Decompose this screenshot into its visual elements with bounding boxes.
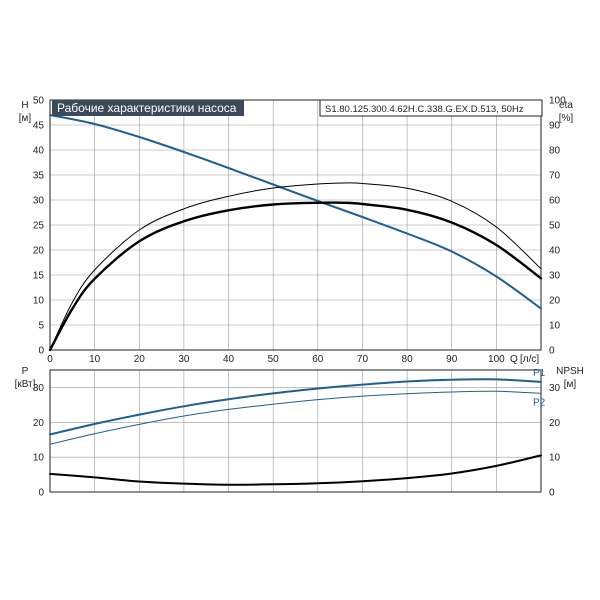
y-tick-right: 70 [549,171,561,182]
y-tick-left: 10 [33,296,45,307]
y-tick-left: 0 [38,346,44,357]
y-tick-left: 35 [33,171,45,182]
y-tick-right: 0 [549,488,555,499]
x-tick: 100 [488,354,505,365]
y-axis-right-label: eta [559,100,573,111]
x-tick: 10 [89,354,101,365]
series-line-1 [49,378,542,436]
series-line-2 [49,390,542,445]
chart-title-box [52,100,244,116]
x-tick: 30 [178,354,190,365]
plot-frame [49,369,542,493]
y-tick-right: 60 [549,196,561,207]
y-axis-right-label: NPSH [556,366,584,377]
y-tick-right: 30 [549,271,561,282]
y-tick-left: 45 [33,121,45,132]
y-tick-right: 10 [549,453,561,464]
y-tick-right: 20 [549,418,561,429]
series-line-3 [49,454,542,486]
y-axis-left-unit: [м] [19,113,32,124]
power-npsh-plot: 0 10 20 30 0 10 20 30 P [кВт] NPSH [м] P1 P2 [15,366,584,499]
x-axis-unit: [л/с] [520,354,539,365]
x-tick: 20 [134,354,146,365]
chart-title: Рабочие характеристики насоса [57,101,237,115]
x-tick: 80 [402,354,414,365]
plot-frame [49,99,542,351]
y-tick-left: 20 [33,246,45,257]
x-tick: 90 [446,354,458,365]
x-axis-label: Q [510,354,518,365]
y-tick-left: 40 [33,146,45,157]
y-tick-right: 80 [549,146,561,157]
y-tick-right: 40 [549,246,561,257]
series-line-1 [49,114,542,310]
y-tick-left: 30 [33,383,45,394]
model-label-box [319,99,543,117]
y-tick-right: 10 [549,321,561,332]
y-tick-left: 15 [33,271,45,282]
y-tick-left: 25 [33,221,45,232]
y-tick-right: 20 [549,296,561,307]
x-tick: 40 [223,354,235,365]
y-tick-left: 50 [33,96,45,107]
y-tick-left: 20 [33,418,45,429]
y-tick-right: 90 [549,121,561,132]
y-axis-left-unit: [кВт] [15,379,36,390]
y-tick-right: 100 [549,96,566,107]
model-label: S1.80.125.300.4.62H.C.338.G.EX.D.513, 50… [325,104,524,115]
head-efficiency-plot: 0 5 10 15 20 25 30 35 40 45 50 0 10 20 30 40 50 60 70 80 90 1… [19,96,574,366]
series-label: P1 [533,368,546,379]
y-tick-left: 30 [33,196,45,207]
y-tick-left: 0 [38,488,44,499]
x-tick: 0 [47,354,53,365]
y-tick-left: 10 [33,453,45,464]
x-tick: 60 [312,354,324,365]
x-tick: 70 [357,354,369,365]
series-line-2 [49,182,542,351]
y-axis-left-label: H [21,100,28,111]
y-tick-right: 50 [549,221,561,232]
y-tick-right: 0 [549,346,555,357]
y-tick-left: 5 [38,321,44,332]
y-axis-right-unit: [м] [564,379,577,390]
y-axis-right-unit: [%] [559,113,574,124]
series-line-3 [48,201,543,352]
x-tick: 50 [268,354,280,365]
series-label: P2 [533,397,546,408]
y-tick-right: 30 [549,383,561,394]
y-axis-left-label: P [22,366,29,377]
